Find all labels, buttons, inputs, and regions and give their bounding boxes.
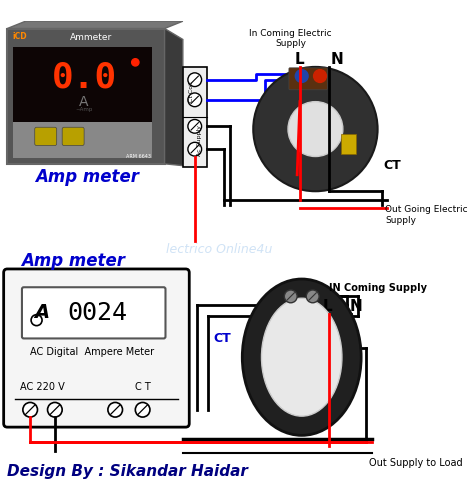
- Text: ARM 6643: ARM 6643: [126, 154, 151, 159]
- Circle shape: [47, 402, 62, 417]
- Polygon shape: [7, 21, 183, 29]
- Text: C T: C T: [135, 382, 151, 392]
- Circle shape: [23, 402, 37, 417]
- Text: Out Going Electric: Out Going Electric: [385, 205, 467, 214]
- Polygon shape: [164, 29, 183, 166]
- Text: IN Coming Supply: IN Coming Supply: [329, 283, 427, 293]
- FancyBboxPatch shape: [62, 127, 84, 145]
- FancyBboxPatch shape: [341, 134, 356, 154]
- FancyBboxPatch shape: [13, 47, 152, 122]
- Text: Amp meter: Amp meter: [21, 252, 125, 270]
- FancyBboxPatch shape: [4, 269, 189, 427]
- Text: Amp meter: Amp meter: [35, 168, 139, 185]
- FancyBboxPatch shape: [183, 67, 207, 167]
- Circle shape: [135, 402, 150, 417]
- Text: N: N: [349, 299, 362, 314]
- Ellipse shape: [262, 298, 342, 416]
- Text: Ammeter: Ammeter: [70, 33, 112, 42]
- Text: CT: CT: [214, 332, 231, 345]
- Ellipse shape: [242, 279, 361, 435]
- Circle shape: [253, 67, 378, 191]
- Circle shape: [295, 70, 308, 83]
- Text: lectrico Online4u: lectrico Online4u: [166, 243, 273, 256]
- Text: L: L: [322, 299, 332, 314]
- Circle shape: [132, 59, 139, 66]
- Circle shape: [284, 290, 297, 303]
- Text: iCD: iCD: [13, 33, 27, 42]
- FancyBboxPatch shape: [35, 127, 57, 145]
- Circle shape: [306, 290, 319, 303]
- Text: Ct Coil: Ct Coil: [189, 81, 193, 102]
- Text: AC 220 V: AC 220 V: [20, 382, 64, 392]
- Text: L: L: [295, 52, 305, 67]
- FancyBboxPatch shape: [289, 68, 328, 90]
- FancyBboxPatch shape: [13, 122, 152, 158]
- Text: In Coming Electric: In Coming Electric: [249, 29, 332, 38]
- Text: 0.0: 0.0: [52, 61, 117, 95]
- Text: Out Supply to Load: Out Supply to Load: [369, 458, 463, 468]
- FancyBboxPatch shape: [7, 29, 164, 164]
- Text: Supply: Supply: [385, 216, 416, 225]
- Circle shape: [188, 93, 201, 107]
- Text: A: A: [79, 95, 89, 109]
- Circle shape: [108, 402, 122, 417]
- Text: Supply: Supply: [275, 40, 306, 49]
- Circle shape: [188, 73, 201, 87]
- Circle shape: [314, 70, 327, 83]
- Circle shape: [188, 119, 201, 133]
- Text: Design By : Sikandar Haidar: Design By : Sikandar Haidar: [7, 463, 248, 478]
- Text: 0024: 0024: [67, 301, 127, 325]
- FancyBboxPatch shape: [22, 287, 165, 339]
- Circle shape: [188, 142, 201, 156]
- Text: AC Digital  Ampere Meter: AC Digital Ampere Meter: [30, 347, 154, 357]
- Text: Ac Supply: Ac Supply: [197, 125, 202, 155]
- Text: CT: CT: [383, 159, 401, 172]
- Text: A: A: [35, 303, 50, 322]
- Circle shape: [288, 102, 343, 156]
- Text: N: N: [331, 52, 344, 67]
- Text: ~Amp: ~Amp: [75, 107, 93, 112]
